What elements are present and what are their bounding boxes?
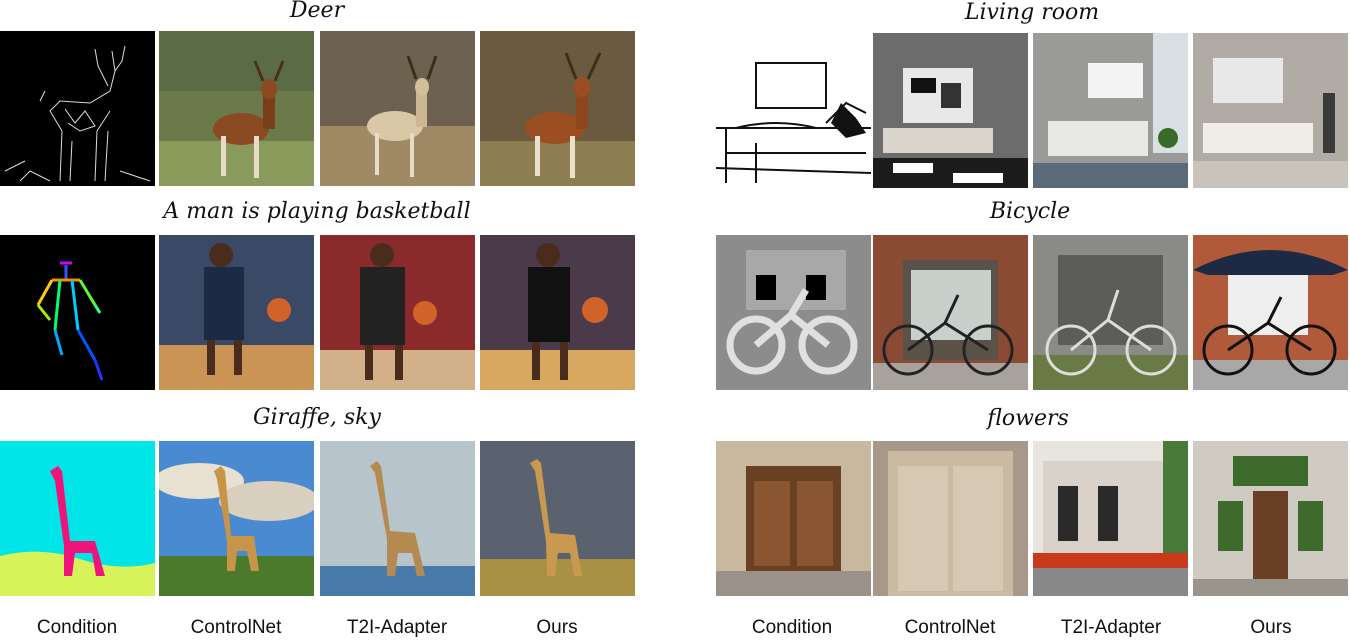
flowers-t2i-adapter-image: [1033, 441, 1188, 596]
giraffe-t2i-adapter-image: [320, 441, 475, 596]
basketball-t2i-adapter-image: [320, 235, 475, 390]
giraffe-controlnet-image: [159, 441, 314, 596]
row-title-giraffe: Giraffe, sky: [253, 405, 381, 430]
deer-condition-edge-image: [0, 31, 155, 186]
caption-condition-right: Condition: [751, 617, 833, 638]
deer-controlnet-image: [159, 31, 314, 186]
flowers-controlnet-image: [873, 441, 1028, 596]
bicycle-condition-depth-image: [716, 235, 871, 390]
caption-t2i-adapter-left: T2I-Adapter: [346, 617, 448, 638]
living-room-controlnet-image: [873, 33, 1028, 188]
basketball-controlnet-image: [159, 235, 314, 390]
basketball-ours-image: [480, 235, 635, 390]
living-room-t2i-adapter-image: [1033, 33, 1188, 188]
flowers-condition-image: [716, 441, 871, 596]
row-title-bicycle: Bicycle: [989, 199, 1071, 224]
deer-t2i-adapter-image: [320, 31, 475, 186]
bicycle-ours-image: [1193, 235, 1348, 390]
row-title-basketball: A man is playing basketball: [163, 199, 471, 224]
row-title-living-room: Living room: [964, 0, 1100, 25]
bicycle-t2i-adapter-image: [1033, 235, 1188, 390]
caption-t2i-adapter-right: T2I-Adapter: [1060, 617, 1162, 638]
giraffe-condition-segmentation-image: [0, 441, 155, 596]
caption-controlnet-left: ControlNet: [190, 617, 282, 638]
row-title-deer: Deer: [289, 0, 345, 23]
giraffe-ours-image: [480, 441, 635, 596]
living-room-condition-sketch-image: [716, 33, 871, 188]
caption-controlnet-right: ControlNet: [904, 617, 996, 638]
basketball-condition-pose-image: [0, 235, 155, 390]
caption-ours-left: Ours: [536, 617, 578, 638]
row-title-flowers: flowers: [987, 406, 1069, 431]
bicycle-controlnet-image: [873, 235, 1028, 390]
flowers-ours-image: [1193, 441, 1348, 596]
caption-condition-left: Condition: [36, 617, 118, 638]
deer-ours-image: [480, 31, 635, 186]
living-room-ours-image: [1193, 33, 1348, 188]
caption-ours-right: Ours: [1250, 617, 1292, 638]
